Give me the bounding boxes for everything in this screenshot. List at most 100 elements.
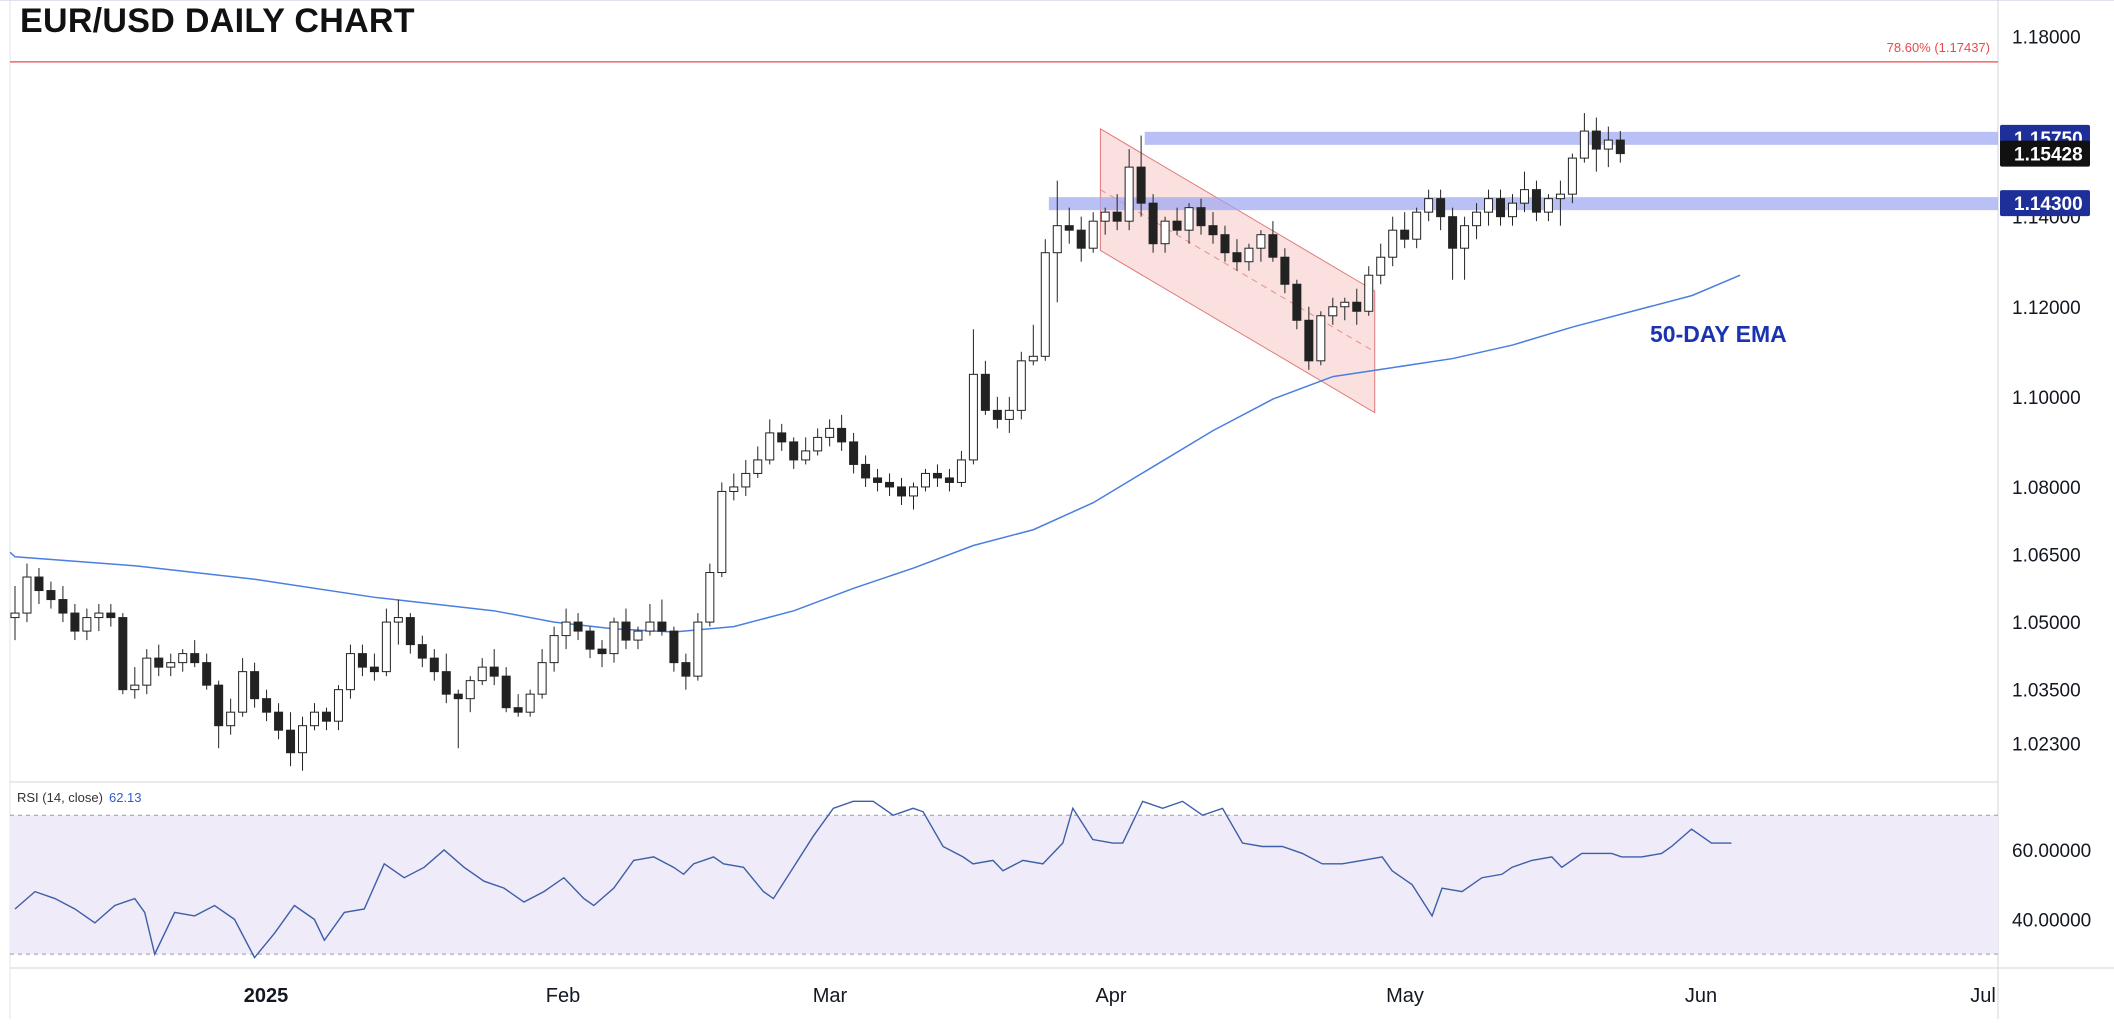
candle-body (369, 666, 379, 673)
candle-body (1304, 319, 1314, 362)
candle-body (513, 707, 523, 713)
y-tick-label: 1.08000 (2012, 478, 2081, 499)
candle-body (1543, 198, 1553, 213)
last-price-tag (2000, 140, 2090, 167)
x-tick-label: Jun (1685, 985, 1717, 1007)
x-tick-label: Mar (813, 985, 848, 1007)
candle-body (537, 662, 547, 695)
y-tick-label: 1.06500 (2012, 546, 2081, 567)
candle-body (142, 657, 152, 686)
candle-body (705, 572, 715, 623)
candle-body (166, 662, 176, 668)
candle-body (1124, 166, 1134, 222)
candle-body (1340, 301, 1350, 308)
x-tick-label: May (1386, 985, 1424, 1007)
candle-body (609, 621, 619, 655)
y-tick-label: 1.03500 (2012, 681, 2081, 702)
candle-body (357, 653, 367, 668)
candle-body (1508, 202, 1517, 218)
candle-body (885, 481, 895, 488)
candle-body (681, 662, 691, 677)
candle-body (190, 653, 200, 664)
candle-body (1208, 225, 1218, 236)
candle-body (298, 725, 308, 754)
candle-body (214, 684, 224, 727)
candle-body (34, 576, 44, 592)
zone-price-label: 1.14300 (2014, 194, 2083, 215)
candle-body (118, 617, 128, 691)
candle-body (453, 693, 463, 700)
candle-body (1172, 220, 1182, 231)
candle-body (1136, 166, 1146, 204)
candle-body (801, 450, 811, 461)
candle-body (1567, 157, 1577, 195)
candle-body (1232, 252, 1242, 263)
candle-body (321, 711, 331, 722)
y-tick-label: 1.12000 (2012, 298, 2081, 319)
candle-body (813, 436, 823, 452)
candle-body (693, 621, 703, 677)
candle-body (1579, 130, 1589, 159)
candle-body (597, 648, 607, 655)
candle-body (1244, 247, 1254, 263)
fib-level-label: 78.60% (1.17437) (1887, 40, 1990, 55)
y-tick-label: 1.02300 (2012, 735, 2081, 756)
chart-title: EUR/USD DAILY CHART (20, 2, 415, 40)
rsi-tick-label: 40.00000 (2012, 910, 2091, 931)
candle-body (238, 671, 248, 713)
candle-body (1424, 198, 1434, 213)
candle-body (1160, 220, 1170, 245)
candle-body (1484, 198, 1494, 213)
candle-body (825, 427, 835, 438)
candle-body (333, 689, 343, 722)
y-tick-label: 1.18000 (2012, 27, 2081, 48)
candle-body (585, 630, 595, 650)
candle-body (1412, 211, 1422, 240)
candle-body (202, 662, 212, 686)
candle-body (1328, 306, 1338, 317)
candle-body (717, 490, 727, 574)
candle-body (1088, 220, 1098, 249)
candle-body (1196, 207, 1206, 227)
candle-body (1256, 234, 1266, 249)
candle-body (1220, 234, 1230, 254)
candle-body (633, 630, 643, 641)
candle-body (789, 441, 799, 461)
candle-body (573, 621, 583, 632)
candle-body (956, 459, 966, 483)
candle-body (1531, 189, 1541, 213)
candle-body (944, 477, 954, 483)
candle-body (1016, 360, 1026, 411)
candle-body (980, 373, 990, 411)
candle-body (1316, 315, 1326, 362)
candle-body (130, 684, 140, 691)
candle-body (968, 373, 978, 461)
candle-body (753, 459, 763, 474)
candle-body (849, 441, 859, 465)
candle-body (393, 617, 403, 623)
candle-body (501, 675, 511, 709)
x-tick-label: Feb (546, 985, 580, 1007)
candle-body (274, 711, 284, 731)
candle-body (1496, 198, 1506, 218)
candle-body (106, 612, 116, 619)
candle-body (777, 432, 787, 443)
rsi-line (14, 800, 1732, 959)
candle-body (525, 693, 535, 713)
candle-body (765, 432, 775, 461)
candle-body (1184, 207, 1194, 231)
candle-body (465, 680, 475, 700)
candle-body (1004, 409, 1014, 420)
candle-body (46, 590, 56, 601)
candle-body (1388, 229, 1398, 258)
candle-body (82, 617, 92, 632)
candle-body (1376, 256, 1386, 276)
candle-body (1364, 274, 1374, 312)
candle-body (286, 729, 296, 754)
candle-body (920, 472, 930, 488)
candle-body (1112, 211, 1122, 222)
candle-body (729, 486, 739, 492)
candles-group (10, 113, 1625, 771)
